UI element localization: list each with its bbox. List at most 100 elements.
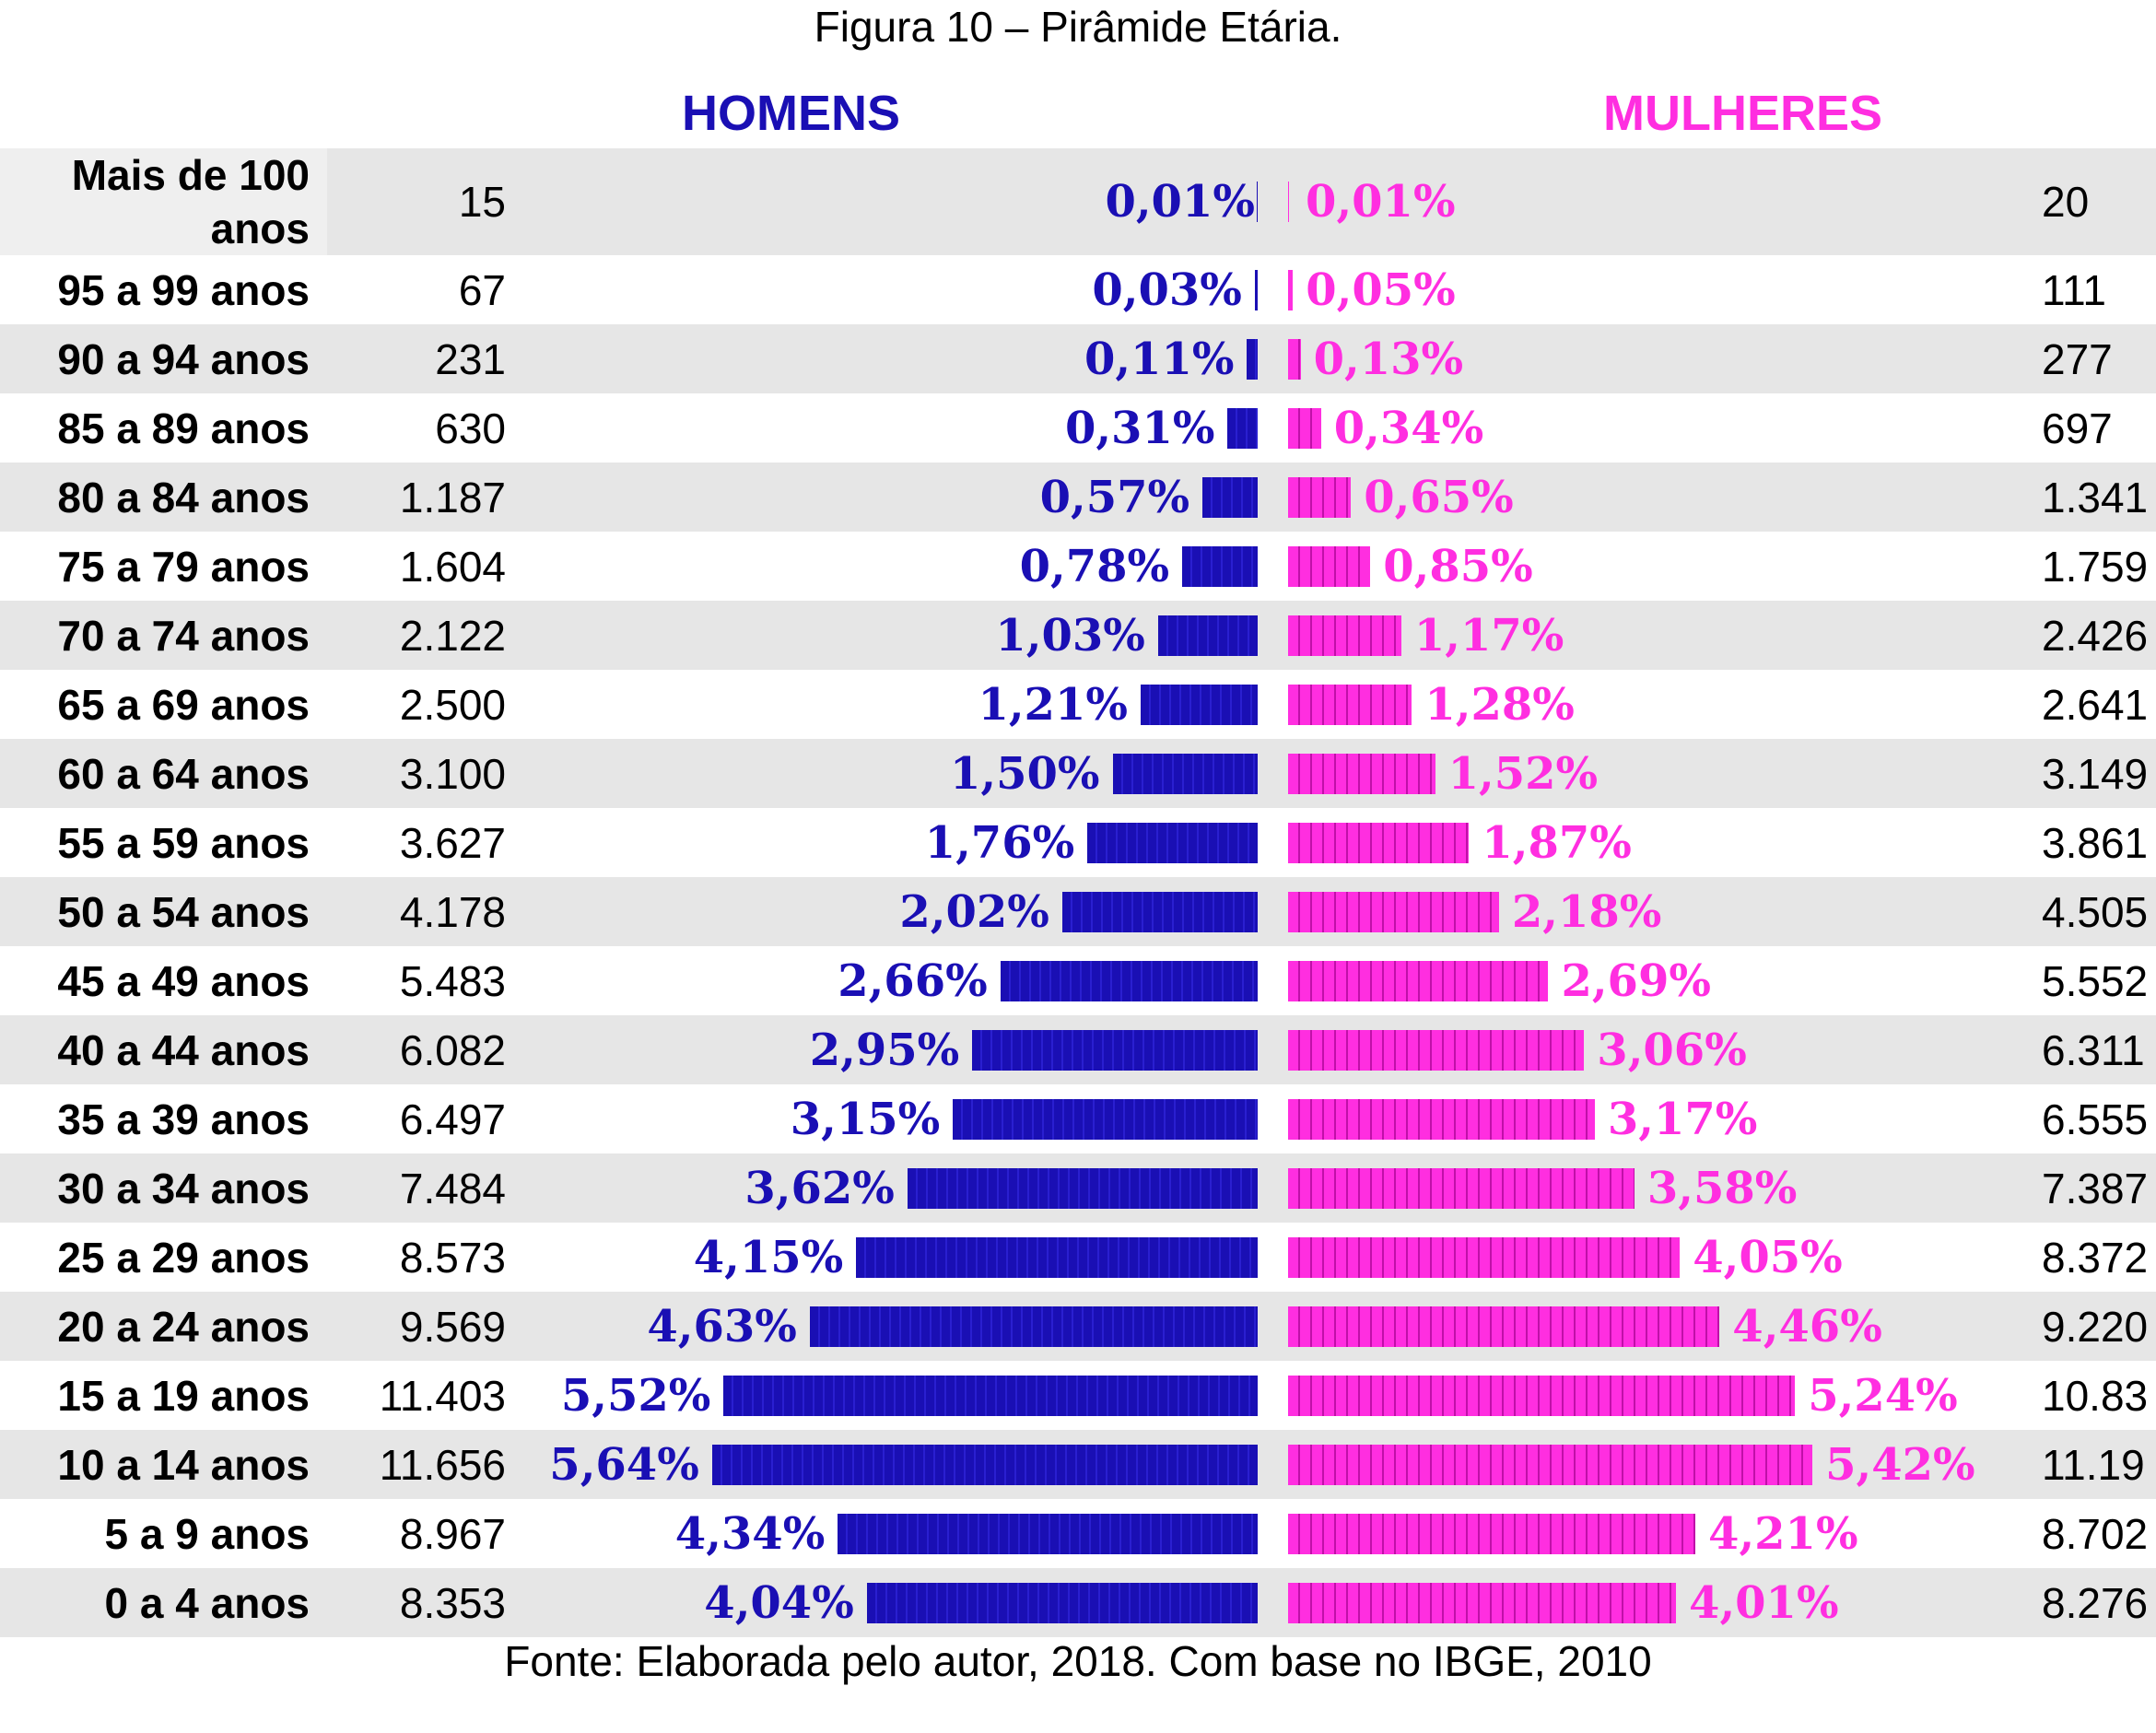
female-percent-label: 4,21% bbox=[1708, 1507, 1858, 1560]
female-count: 3.149 bbox=[2042, 749, 2149, 798]
male-percent-label: 4,04% bbox=[704, 1576, 854, 1629]
female-count: 20 bbox=[2042, 178, 2090, 226]
male-percent-label: 1,50% bbox=[949, 747, 1100, 800]
table-row: 30 a 34 anos 7.484 3,62% 3,58% 7.387 bbox=[0, 1153, 2156, 1223]
age-group-label: 5 a 9 anos bbox=[104, 1509, 310, 1558]
table-row: 60 a 64 anos 3.100 1,50% 1,52% 3.149 bbox=[0, 739, 2156, 808]
male-count: 8.353 bbox=[399, 1578, 506, 1627]
female-percent-label: 0,05% bbox=[1306, 263, 1456, 316]
female-percent-label: 5,42% bbox=[1825, 1438, 1975, 1491]
female-bar bbox=[1288, 891, 1499, 932]
male-bar bbox=[953, 1098, 1258, 1140]
male-percent-label: 0,31% bbox=[1064, 402, 1215, 454]
male-percent-label: 3,62% bbox=[744, 1162, 895, 1214]
female-count: 2.641 bbox=[2042, 680, 2149, 729]
male-bar bbox=[972, 1029, 1258, 1071]
female-bar bbox=[1288, 1375, 1796, 1416]
age-group-label: 85 a 89 anos bbox=[57, 404, 310, 452]
male-percent-label: 1,03% bbox=[995, 609, 1145, 662]
male-bar bbox=[856, 1236, 1258, 1278]
table-row: 40 a 44 anos 6.082 2,95% 3,06% 6.311 bbox=[0, 1015, 2156, 1084]
female-bar bbox=[1288, 181, 1290, 222]
male-bar bbox=[711, 1444, 1258, 1485]
male-bar bbox=[1202, 476, 1258, 518]
source-footer: Fonte: Elaborada pelo autor, 2018. Com b… bbox=[504, 1637, 1652, 1685]
age-group-label: 15 a 19 anos bbox=[57, 1371, 310, 1420]
male-count: 6.082 bbox=[399, 1025, 506, 1074]
table-row: 45 a 49 anos 5.483 2,66% 2,69% 5.552 bbox=[0, 946, 2156, 1015]
male-bar bbox=[907, 1167, 1258, 1209]
chart-title: Figura 10 – Pirâmide Etária. bbox=[814, 3, 1342, 51]
female-count: 6.555 bbox=[2042, 1095, 2149, 1143]
female-percent-label: 1,87% bbox=[1482, 816, 1632, 869]
female-bar bbox=[1288, 753, 1435, 794]
female-bar bbox=[1288, 1513, 1696, 1554]
age-group-label: 95 a 99 anos bbox=[57, 265, 310, 314]
table-row: 80 a 84 anos 1.187 0,57% 0,65% 1.341 bbox=[0, 463, 2156, 532]
female-percent-label: 0,65% bbox=[1364, 471, 1514, 523]
male-percent-label: 4,34% bbox=[674, 1507, 826, 1560]
age-group-label: 35 a 39 anos bbox=[57, 1095, 310, 1143]
age-group-label: 60 a 64 anos bbox=[57, 749, 310, 798]
table-row: 20 a 24 anos 9.569 4,63% 4,46% 9.220 bbox=[0, 1292, 2156, 1361]
female-percent-label: 4,05% bbox=[1693, 1231, 1843, 1283]
male-count: 15 bbox=[458, 178, 506, 226]
female-bar bbox=[1288, 684, 1412, 725]
male-bar bbox=[1000, 960, 1258, 1001]
female-bar bbox=[1288, 1306, 1720, 1347]
female-bar bbox=[1288, 960, 1549, 1001]
female-percent-label: 1,52% bbox=[1447, 747, 1599, 800]
female-bar bbox=[1288, 1098, 1595, 1140]
male-bar bbox=[723, 1375, 1258, 1416]
female-bar bbox=[1288, 822, 1470, 863]
table-row: 35 a 39 anos 6.497 3,15% 3,17% 6.555 bbox=[0, 1084, 2156, 1153]
male-percent-label: 0,03% bbox=[1092, 263, 1242, 316]
male-bar bbox=[1247, 338, 1258, 380]
female-percent-label: 5,24% bbox=[1808, 1369, 1958, 1422]
female-bar bbox=[1288, 615, 1401, 656]
female-count: 8.276 bbox=[2042, 1578, 2149, 1627]
male-bar bbox=[1112, 753, 1258, 794]
male-percent-label: 2,02% bbox=[899, 885, 1049, 938]
age-group-label: 90 a 94 anos bbox=[57, 334, 310, 383]
age-group-label: Mais de 100 anos bbox=[71, 151, 310, 252]
female-bar bbox=[1288, 476, 1352, 518]
male-bar bbox=[1140, 684, 1258, 725]
male-bar bbox=[838, 1513, 1258, 1554]
age-group-label: 75 a 79 anos bbox=[57, 542, 310, 591]
male-count: 1.604 bbox=[399, 542, 506, 591]
age-group-label: 80 a 84 anos bbox=[57, 473, 310, 521]
male-count: 630 bbox=[435, 404, 506, 452]
female-percent-label: 0,13% bbox=[1313, 333, 1464, 385]
age-group-label: 65 a 69 anos bbox=[57, 680, 310, 729]
pyramid-rows: Mais de 100 anos 15 0,01% 0,01% 20 95 a 99 an… bbox=[0, 148, 2156, 1637]
female-bar bbox=[1288, 1444, 1813, 1485]
male-bar bbox=[1182, 545, 1258, 587]
female-bar bbox=[1288, 338, 1301, 380]
female-bar bbox=[1288, 1236, 1681, 1278]
male-count: 11.403 bbox=[379, 1371, 506, 1420]
male-percent-label: 0,01% bbox=[1105, 176, 1255, 228]
female-count: 3.861 bbox=[2042, 818, 2149, 867]
age-group-label: 50 a 54 anos bbox=[57, 887, 310, 936]
male-percent-label: 5,52% bbox=[560, 1369, 711, 1422]
female-count: 1.759 bbox=[2042, 542, 2149, 591]
legend-homens: HOMENS bbox=[682, 86, 901, 141]
table-row: 95 a 99 anos 67 0,03% 0,05% 111 bbox=[0, 255, 2156, 324]
male-count: 5.483 bbox=[399, 956, 506, 1005]
table-row: 55 a 59 anos 3.627 1,76% 1,87% 3.861 bbox=[0, 808, 2156, 877]
female-count: 11.19 bbox=[2042, 1440, 2145, 1489]
table-row: 90 a 94 anos 231 0,11% 0,13% 277 bbox=[0, 324, 2156, 393]
male-bar bbox=[866, 1582, 1258, 1623]
female-percent-label: 1,28% bbox=[1424, 678, 1575, 731]
female-bar bbox=[1288, 269, 1294, 310]
male-bar bbox=[1157, 615, 1258, 656]
male-percent-label: 4,15% bbox=[693, 1231, 844, 1283]
male-count: 2.500 bbox=[399, 680, 506, 729]
male-percent-label: 1,76% bbox=[924, 816, 1075, 869]
female-percent-label: 2,18% bbox=[1511, 885, 1662, 938]
table-row: Mais de 100 anos 15 0,01% 0,01% 20 bbox=[0, 148, 2156, 255]
female-count: 9.220 bbox=[2042, 1302, 2149, 1351]
male-count: 67 bbox=[458, 265, 506, 314]
table-row: 10 a 14 anos 11.656 5,64% 5,42% 11.19 bbox=[0, 1430, 2156, 1499]
